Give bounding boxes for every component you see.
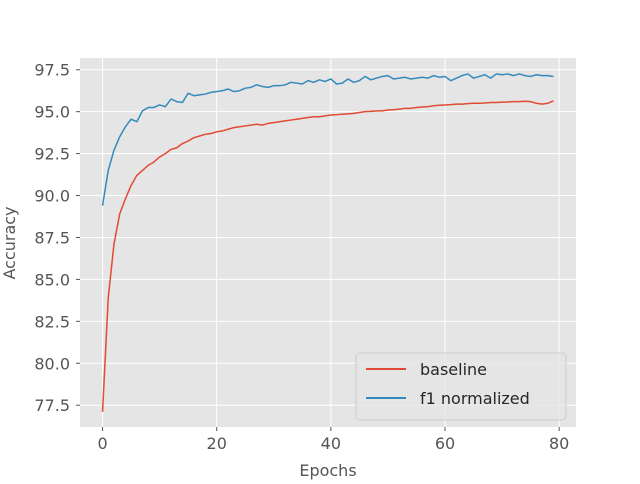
x-tick-label: 20	[207, 434, 227, 453]
x-tick-label: 40	[321, 434, 341, 453]
y-tick-label: 90.0	[34, 187, 70, 206]
y-tick-label: 80.0	[34, 354, 70, 373]
x-tick-label: 0	[97, 434, 107, 453]
x-tick-label: 80	[549, 434, 569, 453]
x-axis-label: Epochs	[299, 461, 356, 480]
y-tick-label: 77.5	[34, 396, 70, 415]
legend: baseline f1 normalized	[355, 352, 567, 421]
series-line-baseline	[101, 100, 554, 412]
y-tick-label: 85.0	[34, 270, 70, 289]
tick-labels: 0 20 40 60 80 77.5 80.0 82.5 85.0 87.5 90.0 92.5 95.…	[34, 61, 569, 453]
y-axis-label: Accuracy	[0, 206, 19, 279]
series-line-f1-normalized	[101, 73, 554, 206]
legend-box	[355, 352, 567, 421]
y-tick-label: 95.0	[34, 103, 70, 122]
y-tick-label: 87.5	[34, 228, 70, 247]
y-tick-label: 82.5	[34, 312, 70, 331]
x-tick-label: 60	[435, 434, 455, 453]
series-lines	[101, 73, 554, 412]
legend-label-baseline: baseline	[420, 360, 487, 379]
y-tick-label: 97.5	[34, 61, 70, 80]
y-tick-label: 92.5	[34, 145, 70, 164]
legend-label-f1-normalized: f1 normalized	[420, 389, 530, 408]
